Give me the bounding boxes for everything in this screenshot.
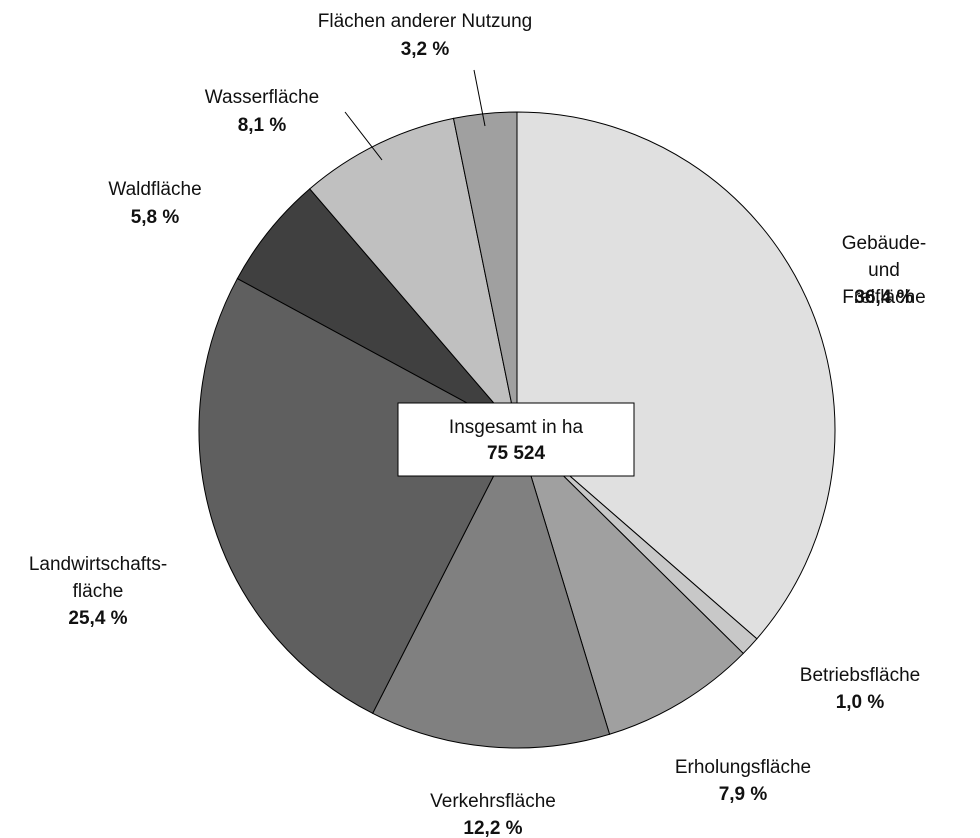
value-label: 25,4 % <box>68 608 128 629</box>
leader-line <box>473 69 486 127</box>
pie-slice <box>516 429 744 735</box>
pie-slice <box>452 111 518 431</box>
category-label: Erholungsfläche <box>674 757 812 778</box>
total-title: Insgesamt in ha <box>448 417 584 438</box>
value-label: 36,4 % <box>854 287 914 308</box>
category-label: Landwirtschafts- fläche <box>28 554 168 602</box>
category-label: Wasserfläche <box>204 87 320 108</box>
value-label: 12,2 % <box>463 818 523 838</box>
pie-slice <box>516 111 836 640</box>
total-box <box>397 402 635 477</box>
pie-slice <box>371 428 611 749</box>
value-label: 5,8 % <box>130 207 180 228</box>
total-value: 75 524 <box>486 443 546 464</box>
value-label: 8,1 % <box>237 115 287 136</box>
value-label: 3,2 % <box>400 39 450 60</box>
pie-slice <box>309 117 518 432</box>
leader-line <box>344 111 383 161</box>
category-label: Betriebsfläche <box>799 665 921 686</box>
category-label: Gebäude- und Freifläche <box>841 233 927 308</box>
value-label: 1,0 % <box>835 692 885 713</box>
category-label: Flächen anderer Nutzung <box>317 11 533 32</box>
value-label: 7,9 % <box>718 784 768 805</box>
category-label: Waldfläche <box>108 179 202 200</box>
category-label: Verkehrsfläche <box>430 791 556 812</box>
